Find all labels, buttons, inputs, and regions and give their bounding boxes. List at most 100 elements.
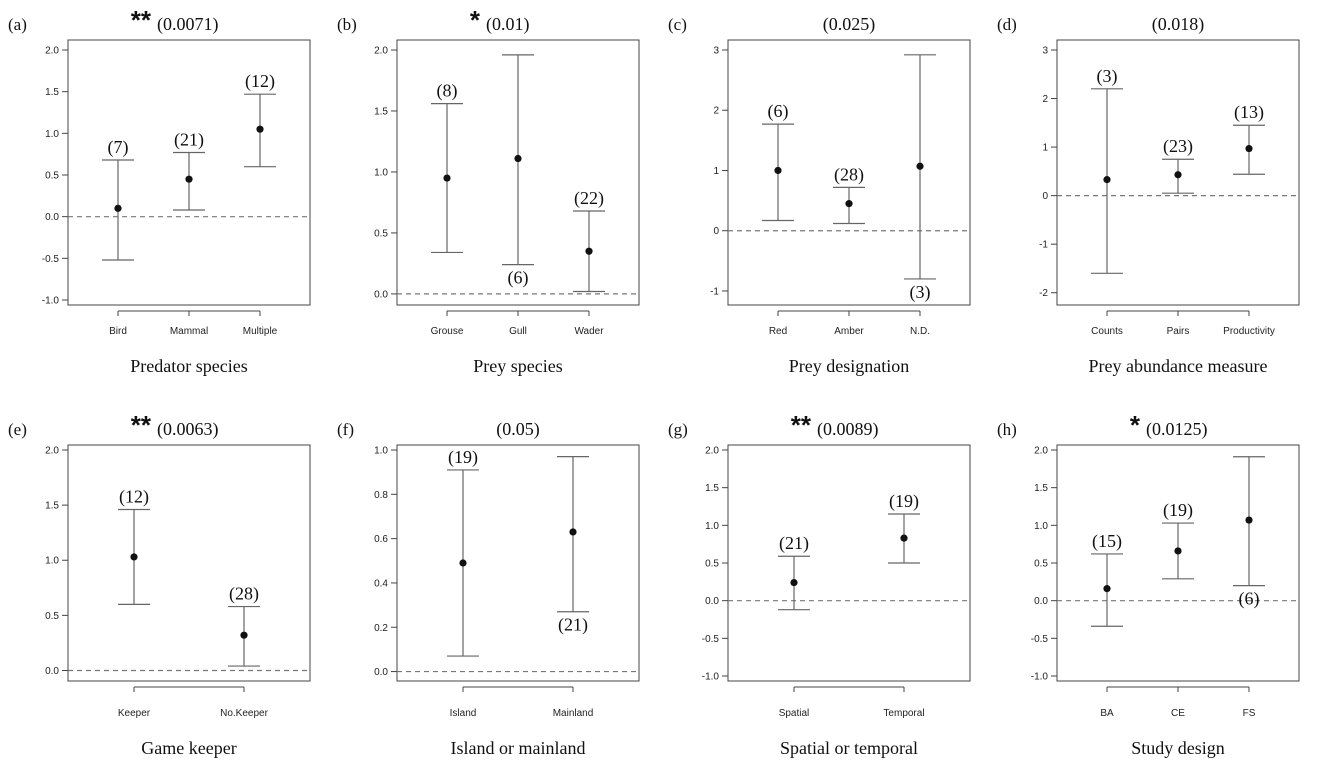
point-estimate [585, 247, 593, 255]
y-tick-label: 1.5 [705, 483, 719, 494]
y-tick-label: -1.0 [702, 672, 720, 683]
y-tick-label: -1 [1039, 240, 1048, 251]
x-tick-label: Island [450, 708, 477, 719]
y-tick-label: 1.5 [1034, 483, 1048, 494]
point-estimate [1174, 171, 1182, 179]
x-axis-label: Prey abundance measure [1089, 356, 1268, 376]
y-tick-label: 0.2 [374, 623, 388, 634]
y-tick-label: 3 [1042, 46, 1048, 57]
y-tick-label: 0.0 [374, 667, 388, 678]
y-tick-label: 0.5 [374, 228, 388, 239]
p-value-label: (0.0063) [157, 419, 219, 440]
sample-size-label: (19) [889, 491, 919, 512]
x-tick-label: BA [1100, 708, 1114, 719]
point-estimate [569, 528, 577, 536]
y-tick-label: 1.0 [374, 167, 388, 178]
x-axis-label: Prey species [473, 356, 562, 376]
point-estimate [459, 559, 467, 567]
sample-size-label: (3) [1097, 66, 1118, 87]
chart-panel-c: (c) (0.025) -1 0 1 2 3 Red (6) Amber (28) N.D. (3) Pr… [668, 14, 971, 376]
sample-size-label: (6) [508, 268, 529, 289]
sample-size-label: (19) [448, 447, 478, 468]
panel-letter: (e) [8, 420, 27, 439]
x-tick-label: Keeper [118, 708, 151, 719]
point-estimate [900, 534, 908, 542]
y-tick-label: 0 [713, 226, 719, 237]
x-axis-label: Predator species [130, 356, 247, 376]
p-value-label: (0.0089) [817, 419, 879, 440]
x-tick-label: Productivity [1223, 326, 1275, 337]
y-tick-label: 0.0 [1034, 596, 1048, 607]
y-tick-label: -1.0 [42, 296, 60, 307]
sample-size-label: (22) [574, 188, 604, 209]
x-tick-label: Mammal [170, 326, 208, 337]
x-tick-label: Temporal [883, 708, 924, 719]
x-tick-label: Amber [834, 326, 864, 337]
point-estimate [514, 154, 522, 163]
y-tick-label: 1.5 [374, 106, 388, 117]
p-value-label: (0.0071) [157, 14, 219, 35]
y-tick-label: 2.0 [1034, 446, 1048, 457]
sample-size-label: (7) [108, 137, 129, 158]
plot-frame [396, 444, 640, 682]
y-tick-label: 0.5 [45, 171, 59, 182]
x-tick-label: Red [769, 326, 787, 337]
chart-panel-a: (a) ** (0.0071) -1.0 -0.5 0.0 0.5 1.0 1.5 2.0 Bird… [8, 5, 311, 376]
y-tick-label: 2 [713, 106, 719, 117]
p-value-label: (0.018) [1152, 14, 1205, 35]
y-tick-label: 1.0 [705, 521, 719, 532]
y-tick-label: -0.5 [702, 634, 720, 645]
y-tick-label: 0.6 [374, 534, 388, 545]
x-tick-label: FS [1243, 708, 1256, 719]
point-estimate [1103, 176, 1111, 184]
point-estimate [845, 200, 853, 208]
x-axis-label: Game keeper [141, 738, 236, 758]
x-axis-label: Spatial or temporal [780, 738, 918, 758]
x-tick-label: Mainland [553, 708, 594, 719]
y-tick-label: 0.0 [705, 596, 719, 607]
y-tick-label: 0.5 [45, 611, 59, 622]
chart-panel-h: (h) * (0.0125) -1.0 -0.5 0.0 0.5 1.0 1.5 2.0 BA (15… [997, 410, 1300, 758]
y-tick-label: 1.0 [45, 129, 59, 140]
x-tick-label: Counts [1091, 326, 1123, 337]
y-tick-label: 1 [713, 166, 719, 177]
y-tick-label: 2 [1042, 94, 1048, 105]
x-tick-label: Bird [109, 326, 127, 337]
sample-size-label: (21) [779, 533, 809, 554]
x-tick-label: N.D. [910, 326, 930, 337]
significance-stars: ** [131, 5, 152, 35]
y-tick-label: 0.8 [374, 490, 388, 501]
y-tick-label: 3 [713, 46, 719, 57]
p-value-label: (0.0125) [1146, 419, 1208, 440]
point-estimate [443, 174, 451, 182]
y-tick-label: 2.0 [374, 46, 388, 57]
point-estimate [130, 553, 138, 561]
plot-frame [727, 39, 971, 306]
y-tick-label: -0.5 [1031, 634, 1049, 645]
y-tick-label: 1.0 [374, 446, 388, 457]
sample-size-label: (12) [119, 487, 149, 508]
sample-size-label: (23) [1163, 136, 1193, 157]
x-tick-label: Multiple [243, 326, 278, 337]
plot-frame [396, 39, 640, 306]
x-tick-label: Wader [574, 326, 604, 337]
y-tick-label: -0.5 [42, 254, 60, 265]
significance-stars: * [1130, 410, 1141, 440]
panel-letter: (g) [668, 420, 688, 439]
y-tick-label: 1 [1042, 143, 1048, 154]
sample-size-label: (8) [437, 81, 458, 102]
p-value-label: (0.01) [486, 14, 530, 35]
y-tick-label: 2.0 [45, 46, 59, 57]
point-estimate [790, 578, 798, 587]
panel-letter: (a) [8, 15, 27, 34]
panel-letter: (h) [997, 420, 1017, 439]
x-tick-label: Spatial [779, 708, 810, 719]
y-tick-label: 2.0 [45, 446, 59, 457]
plot-frame [67, 39, 311, 306]
point-estimate [1245, 516, 1253, 524]
chart-panel-d: (d) (0.018) -2 -1 0 1 2 3 Counts (3) Pairs (23) Prod… [997, 14, 1300, 376]
y-tick-label: 0.0 [45, 666, 59, 677]
chart-panel-g: (g) ** (0.0089) -1.0 -0.5 0.0 0.5 1.0 1.5 2.0 Spat… [668, 410, 971, 758]
chart-panel-e: (e) ** (0.0063) 0.0 0.5 1.0 1.5 2.0 Keeper (12) No… [8, 410, 311, 758]
